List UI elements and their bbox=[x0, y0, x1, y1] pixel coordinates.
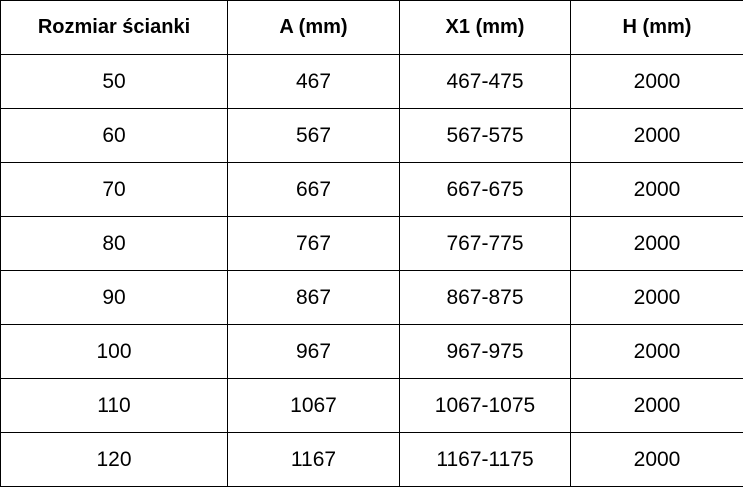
cell-x1: 667-675 bbox=[399, 162, 571, 217]
cell-wall-size: 70 bbox=[0, 162, 228, 217]
cell-x1: 867-875 bbox=[399, 270, 571, 325]
cell-a: 667 bbox=[227, 162, 400, 217]
table-row: 60 567 567-575 2000 bbox=[0, 108, 743, 163]
cell-wall-size: 90 bbox=[0, 270, 228, 325]
cell-h: 2000 bbox=[570, 378, 743, 433]
cell-h: 2000 bbox=[570, 108, 743, 163]
header-row: Rozmiar ścianki A (mm) X1 (mm) H (mm) bbox=[0, 0, 743, 55]
header-h: H (mm) bbox=[570, 0, 743, 55]
cell-a: 1167 bbox=[227, 432, 400, 487]
cell-x1: 967-975 bbox=[399, 324, 571, 379]
table-row: 70 667 667-675 2000 bbox=[0, 162, 743, 217]
cell-wall-size: 50 bbox=[0, 54, 228, 109]
cell-x1: 567-575 bbox=[399, 108, 571, 163]
cell-h: 2000 bbox=[570, 432, 743, 487]
cell-x1: 1167-1175 bbox=[399, 432, 571, 487]
cell-a: 767 bbox=[227, 216, 400, 271]
table-row: 120 1167 1167-1175 2000 bbox=[0, 432, 743, 487]
cell-wall-size: 100 bbox=[0, 324, 228, 379]
cell-h: 2000 bbox=[570, 162, 743, 217]
table-row: 110 1067 1067-1075 2000 bbox=[0, 378, 743, 433]
header-wall-size: Rozmiar ścianki bbox=[0, 0, 228, 55]
header-a: A (mm) bbox=[227, 0, 400, 55]
cell-wall-size: 80 bbox=[0, 216, 228, 271]
header-x1: X1 (mm) bbox=[399, 0, 571, 55]
cell-x1: 467-475 bbox=[399, 54, 571, 109]
table-row: 50 467 467-475 2000 bbox=[0, 54, 743, 109]
cell-wall-size: 110 bbox=[0, 378, 228, 433]
cell-wall-size: 120 bbox=[0, 432, 228, 487]
cell-h: 2000 bbox=[570, 324, 743, 379]
table-row: 90 867 867-875 2000 bbox=[0, 270, 743, 325]
cell-a: 467 bbox=[227, 54, 400, 109]
cell-x1: 767-775 bbox=[399, 216, 571, 271]
cell-h: 2000 bbox=[570, 54, 743, 109]
table-row: 100 967 967-975 2000 bbox=[0, 324, 743, 379]
cell-h: 2000 bbox=[570, 270, 743, 325]
cell-a: 867 bbox=[227, 270, 400, 325]
table-row: 80 767 767-775 2000 bbox=[0, 216, 743, 271]
cell-x1: 1067-1075 bbox=[399, 378, 571, 433]
cell-a: 567 bbox=[227, 108, 400, 163]
cell-wall-size: 60 bbox=[0, 108, 228, 163]
cell-h: 2000 bbox=[570, 216, 743, 271]
cell-a: 967 bbox=[227, 324, 400, 379]
cell-a: 1067 bbox=[227, 378, 400, 433]
